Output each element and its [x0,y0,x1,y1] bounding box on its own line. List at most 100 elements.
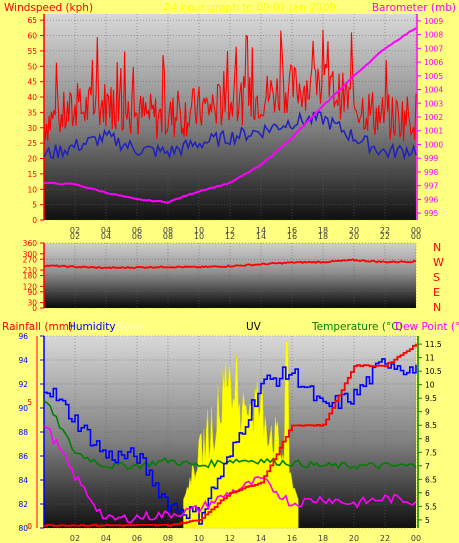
mid-x-tick-label: 22 [380,232,390,241]
bottom-x-tick-label: 18 [318,534,328,543]
baro-tick-label: 1008 [424,31,443,40]
wind-tick-label: 15 [27,170,37,179]
top-x-tick-label: 22 [380,226,390,235]
wind-tick-label: 25 [27,139,37,148]
top-x-tick-label: 14 [256,226,266,235]
mid-x-tick-label: 20 [349,232,359,241]
top-x-tick-label: 20 [349,226,359,235]
humidity-tick-label: 94 [18,356,28,365]
baro-tick-label: 1007 [424,44,443,53]
baro-tick-label: 1000 [424,140,443,149]
compass-w: W [433,256,444,269]
wind-tick-label: 65 [27,16,37,25]
temp-tick-label: 7.5 [425,448,437,457]
top-x-tick-label: 12 [225,226,235,235]
top-x-tick-label: 06 [132,226,142,235]
bottom-x-tick-label: 22 [380,534,390,543]
mid-x-tick-label: 16 [287,232,297,241]
compass-n-top: N [433,241,441,254]
mid-x-tick-label: 04 [101,232,111,241]
temp-tick-label: 10 [425,381,435,390]
humidity-title: Humidity [68,321,116,333]
temp-tick-label: 11.5 [425,340,442,349]
top-x-tick-label: 02 [70,226,80,235]
temp-tick-label: 9 [425,408,430,417]
baro-tick-label: 1002 [424,113,443,122]
baro-tick-label: 1003 [424,99,443,108]
wind-tick-label: 40 [27,93,37,102]
dewpoint-title: Dew Point (°C) [395,321,459,333]
bottom-x-tick-label: 04 [101,534,111,543]
wind-direction-series-line [43,258,417,270]
wind-tick-label: 50 [27,62,37,71]
direction-tick-label: 0 [32,304,37,313]
mid-x-tick-label: 10 [194,232,204,241]
temp-tick-label: 6.5 [425,475,437,484]
temp-tick-label: 8.5 [425,421,437,430]
direction-tick-label: 90 [27,288,37,297]
temp-tick-label: 10.5 [425,367,442,376]
temp-tick-label: 5 [425,516,430,525]
direction-tick-label: 300 [23,250,38,259]
baro-tick-label: 997 [424,182,439,191]
wind-tick-label: 30 [27,124,37,133]
direction-tick-label: 360 [23,239,38,248]
direction-tick-label: 180 [23,272,38,281]
humidity-tick-label: 90 [18,404,28,413]
wind-tick-label: 35 [27,108,37,117]
baro-tick-label: 995 [424,209,439,218]
bottom-x-tick-label: 00 [411,534,421,543]
barometer-title: Barometer (mb) [372,2,456,14]
bottom-x-tick-label: 14 [256,534,266,543]
temp-tick-label: 6 [425,489,430,498]
humidity-tick-label: 82 [18,500,28,509]
mid-x-tick-label: 06 [132,232,142,241]
top-x-tick-label: 10 [194,226,204,235]
humidity-tick-label: 84 [18,476,28,485]
top-x-tick-label: 08 [163,226,173,235]
compass-s: S [433,271,440,284]
temp-tick-label: 9.5 [425,394,437,403]
direction-tick-label: 30 [27,299,37,308]
bottom-x-tick-label: 06 [132,534,142,543]
wind-tick-label: 60 [27,32,37,41]
baro-tick-label: 1009 [424,17,443,26]
humidity-series-line [44,358,417,525]
temp-tick-label: 5.5 [425,502,437,511]
baro-tick-label: 1005 [424,72,443,81]
rain-tick-label: 0 [27,522,32,531]
windspeed-title: Windspeed (kph) [4,2,93,14]
mid-x-tick-label: 08 [163,232,173,241]
temperature-series-line [44,343,417,527]
top-x-tick-label: 18 [318,226,328,235]
outside-temperature-series-line [43,400,417,470]
rain-tick-label: 5 [27,398,32,407]
bottom-x-tick-label: 10 [194,534,204,543]
top-x-tick-label: 16 [287,226,297,235]
wind-tick-label: 5 [32,201,37,210]
humidity-tick-label: 96 [18,332,28,341]
uv-title: UV [246,321,262,333]
humidity-tick-label: 88 [18,428,28,437]
temperature-title: Temperature (°C) [311,321,403,333]
bottom-x-tick-label: 08 [163,534,173,543]
direction-tick-label: 270 [23,255,38,264]
baro-tick-label: 1001 [424,127,443,136]
humidity-tick-label: 86 [18,452,28,461]
baro-tick-label: 1004 [424,86,443,95]
mid-x-tick-label: 14 [256,232,266,241]
bottom-x-tick-label: 16 [287,534,297,543]
direction-tick-label: 120 [23,282,38,291]
wind-tick-label: 20 [27,155,37,164]
wind-tick-label: 10 [27,185,37,194]
mid-x-tick-label: 02 [70,232,80,241]
top-x-tick-label: 04 [101,226,111,235]
humidity-tick-label: 92 [18,380,28,389]
bottom-x-tick-label: 20 [349,534,359,543]
compass-e: E [433,286,440,299]
humidity-tick-label: 80 [18,524,28,533]
baro-tick-label: 999 [424,154,439,163]
compass-n-bottom: N [433,301,441,314]
temp-tick-label: 8 [425,435,430,444]
